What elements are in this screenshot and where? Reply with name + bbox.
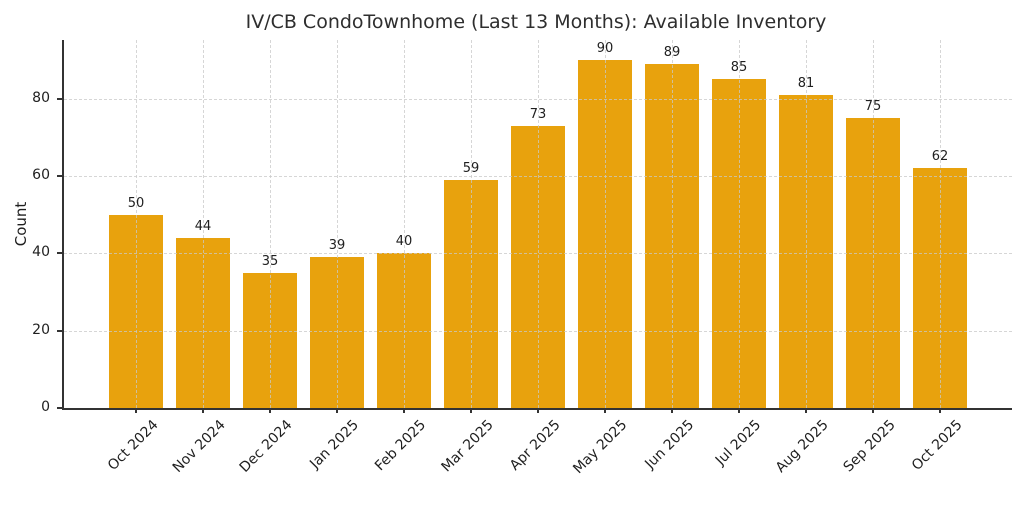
x-tick-label: Sep 2025 — [839, 417, 899, 476]
x-tick-mark — [470, 408, 472, 413]
bar-value-label: 50 — [127, 195, 145, 211]
gridline-vertical — [873, 40, 874, 408]
gridline-vertical — [337, 40, 338, 408]
plot-area: 0 20 40 60 80 50 Oct 2024 44 Nov 2024 35 Dec 2024 3… — [32, 40, 1012, 477]
x-tick-mark — [872, 408, 874, 413]
bar — [310, 257, 364, 408]
bar-value-label: 89 — [663, 44, 681, 60]
x-tick-mark — [336, 408, 338, 413]
gridline-vertical — [940, 40, 941, 408]
x-tick-label: Feb 2025 — [372, 417, 430, 475]
x-tick-label: May 2025 — [570, 417, 631, 478]
bar-value-label: 59 — [462, 160, 480, 176]
bar-value-label: 40 — [395, 234, 413, 250]
bar — [913, 168, 967, 408]
gridline-vertical — [136, 40, 137, 408]
y-tick-mark — [57, 175, 62, 178]
gridline-vertical — [471, 40, 472, 408]
bar-value-label: 81 — [797, 75, 815, 91]
bar-value-label: 62 — [931, 149, 949, 165]
bar — [176, 237, 230, 408]
x-tick-mark — [738, 408, 740, 413]
x-tick-mark — [671, 408, 673, 413]
bar-value-label: 90 — [596, 41, 614, 57]
y-tick-label: 20 — [32, 321, 50, 338]
bar-value-label: 35 — [261, 253, 279, 269]
x-tick-mark — [202, 408, 204, 413]
x-tick-label: Apr 2025 — [506, 417, 564, 474]
x-tick-label: Aug 2025 — [772, 417, 832, 476]
x-tick-label: Oct 2024 — [104, 417, 162, 474]
bar — [779, 94, 833, 408]
bar — [109, 214, 163, 408]
x-tick-mark — [805, 408, 807, 413]
x-tick-label: Nov 2024 — [169, 417, 229, 476]
bar — [846, 118, 900, 408]
x-tick-label: Jul 2025 — [712, 417, 765, 469]
gridline-vertical — [538, 40, 539, 408]
x-tick-mark — [537, 408, 539, 413]
x-tick-mark — [269, 408, 271, 413]
bar — [645, 63, 699, 408]
gridline-vertical — [270, 40, 271, 408]
gridline-vertical — [404, 40, 405, 408]
x-tick-label: Jun 2025 — [642, 417, 698, 473]
x-tick-label: Jan 2025 — [307, 417, 363, 472]
x-tick-label: Mar 2025 — [437, 417, 497, 476]
y-tick-mark — [57, 97, 62, 100]
bar — [511, 125, 565, 408]
y-tick-label: 40 — [32, 244, 50, 261]
bar-value-label: 75 — [864, 99, 882, 115]
y-tick-label: 0 — [41, 399, 50, 415]
bar — [578, 60, 632, 408]
x-tick-mark — [135, 408, 137, 413]
bar — [444, 179, 498, 408]
x-tick-label: Oct 2025 — [908, 417, 966, 474]
gridline-vertical — [672, 40, 673, 408]
bar-value-label: 73 — [529, 106, 547, 122]
bar-value-label: 39 — [328, 238, 346, 254]
y-tick-label: 80 — [32, 89, 50, 106]
bar — [243, 272, 297, 408]
y-tick-mark — [57, 407, 62, 409]
y-axis-label: Count — [12, 201, 30, 247]
x-tick-mark — [939, 408, 941, 413]
chart-title: IV/CB CondoTownhome (Last 13 Months): Av… — [245, 11, 827, 33]
bar-value-label: 85 — [730, 60, 748, 76]
gridline-vertical — [739, 40, 740, 408]
y-tick-mark — [57, 252, 62, 255]
gridline-vertical — [806, 40, 807, 408]
x-tick-mark — [604, 408, 606, 413]
x-tick-label: Dec 2024 — [236, 417, 296, 476]
x-tick-mark — [403, 408, 405, 413]
bar-value-label: 44 — [194, 218, 212, 234]
bar — [712, 79, 766, 408]
gridline-vertical — [605, 40, 606, 408]
gridline-vertical — [203, 40, 204, 408]
y-tick-mark — [57, 329, 62, 332]
y-tick-label: 60 — [32, 167, 50, 184]
